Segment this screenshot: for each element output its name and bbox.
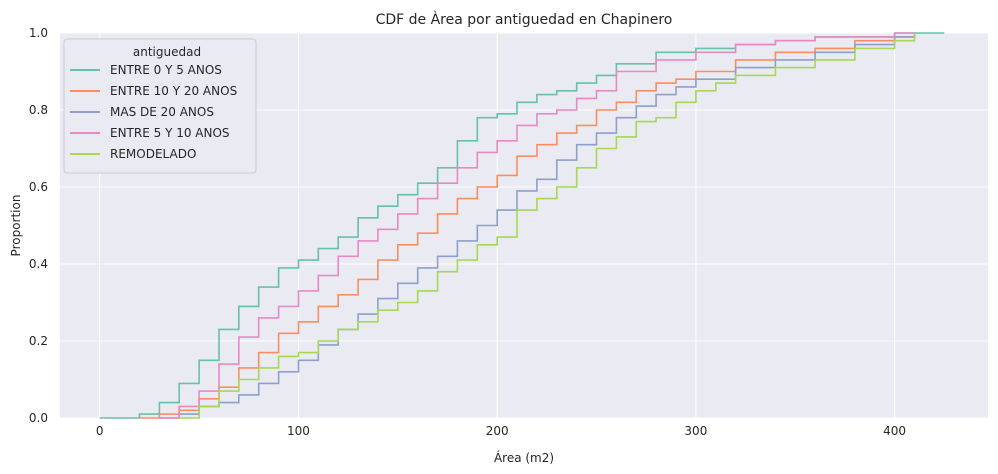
- legend-entry-label: ENTRE 0 Y 5 ANOS: [110, 63, 222, 77]
- series-line: [179, 33, 916, 419]
- legend-box: [63, 38, 257, 174]
- x-tick-label: 0: [96, 424, 104, 438]
- legend: antiguedad ENTRE 0 Y 5 ANOS ENTRE 10 Y 20…: [63, 38, 257, 174]
- legend-entry-label: MAS DE 20 ANOS: [110, 105, 214, 119]
- y-tick-label: 0.4: [29, 257, 48, 271]
- y-tick-label: 0.6: [29, 180, 48, 194]
- legend-entry-label: ENTRE 10 Y 20 ANOS: [110, 84, 237, 98]
- y-tick-label: 0.0: [29, 411, 48, 425]
- x-tick-label: 200: [486, 424, 509, 438]
- y-tick-label: 1.0: [29, 26, 48, 40]
- y-axis-ticks: 0.0 0.2 0.4 0.6 0.8 1.0: [29, 26, 48, 425]
- x-axis-ticks: 0 100 200 300 400: [96, 424, 906, 438]
- grid-lines: [60, 32, 988, 419]
- x-tick-label: 100: [287, 424, 310, 438]
- legend-title: antiguedad: [133, 45, 201, 59]
- legend-entry-label: ENTRE 5 Y 10 ANOS: [110, 126, 230, 140]
- series-line: [159, 32, 915, 419]
- y-axis-label: Proportion: [9, 195, 23, 257]
- chart-title: CDF de Àrea por antiguedad en Chapinero: [376, 11, 673, 28]
- y-tick-label: 0.8: [29, 103, 48, 117]
- y-tick-label: 0.2: [29, 334, 48, 348]
- series-line: [99, 32, 945, 419]
- series-line: [139, 33, 916, 419]
- series-lines: [99, 32, 945, 419]
- x-tick-label: 300: [684, 424, 707, 438]
- x-tick-label: 400: [883, 424, 906, 438]
- legend-entry-label: REMODELADO: [110, 147, 196, 161]
- x-axis-label: Área (m2): [494, 450, 554, 465]
